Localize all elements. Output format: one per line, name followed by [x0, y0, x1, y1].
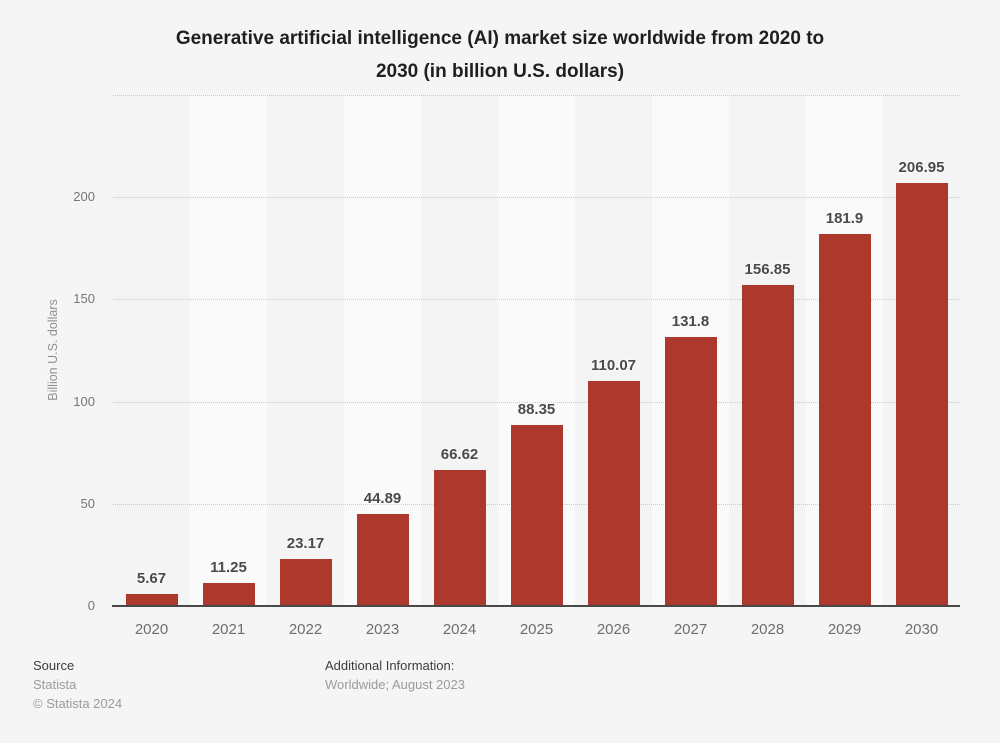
bar-2021 — [202, 583, 255, 606]
bar-2020 — [125, 594, 178, 606]
bar-2027 — [664, 336, 717, 606]
x-axis-label: 2026 — [596, 621, 631, 638]
x-axis-label: 2020 — [134, 621, 169, 638]
source-name: Statista — [33, 677, 77, 692]
footer-additional-block: Additional Information: Worldwide; Augus… — [325, 656, 465, 694]
bar-value-label: 5.67 — [136, 570, 167, 588]
y-axis-title: Billion U.S. dollars — [46, 299, 60, 401]
plot-area: 5.67 11.25 23.17 44.89 66.62 88.35 110.07 131.8… — [113, 95, 960, 606]
bar-value-label: 66.62 — [440, 445, 479, 463]
x-axis-label: 2025 — [519, 621, 554, 638]
x-axis-label: 2022 — [288, 621, 323, 638]
additional-info-text: Worldwide; August 2023 — [325, 677, 465, 692]
gridline — [113, 95, 960, 96]
gridline — [113, 401, 960, 403]
bar-2028 — [741, 285, 794, 606]
bar-value-label: 11.25 — [210, 559, 247, 577]
bar-2024 — [433, 469, 486, 606]
y-axis-tick-label: 100 — [73, 393, 95, 409]
source-heading: Source — [33, 658, 75, 673]
bar-value-label: 23.17 — [286, 534, 325, 552]
x-axis-label: 2030 — [904, 621, 939, 638]
x-axis-label: 2028 — [750, 621, 785, 638]
copyright-notice: © Statista 2024 — [33, 696, 123, 711]
bar-value-label: 156.85 — [744, 261, 791, 279]
y-axis-tick-label: 50 — [80, 495, 95, 511]
column-band — [190, 95, 267, 606]
x-axis-labels: 2020 2021 2022 2023 2024 2025 2026 2027 2028 2029… — [113, 621, 960, 638]
gridline — [113, 299, 960, 301]
chart-title-line-1: Generative artificial intelligence (AI) … — [175, 28, 825, 49]
x-axis-label: 2024 — [442, 621, 477, 638]
x-axis-label: 2029 — [827, 621, 862, 638]
bar-2025 — [510, 425, 563, 606]
x-axis-label: 2023 — [365, 621, 400, 638]
column-band — [113, 95, 190, 606]
y-axis-tick-label: 200 — [73, 189, 95, 205]
bar-2030 — [895, 183, 948, 606]
chart-title: Generative artificial intelligence (AI) … — [0, 22, 1000, 88]
bar-2029 — [818, 234, 871, 606]
bar-value-label: 88.35 — [517, 401, 556, 419]
footer-source-block: Source Statista © Statista 2024 — [33, 656, 122, 713]
y-axis-tick-label: 0 — [87, 598, 95, 613]
bar-value-label: 181.9 — [825, 210, 864, 228]
bar-2023 — [356, 514, 409, 606]
bar-2026 — [587, 381, 640, 606]
y-axis-tick-label: 150 — [73, 291, 95, 307]
x-axis-line — [112, 605, 960, 607]
bar-2022 — [279, 558, 332, 606]
x-axis-label: 2027 — [673, 621, 708, 638]
bar-value-label: 131.8 — [671, 312, 710, 330]
x-axis-label: 2021 — [211, 621, 246, 638]
column-band — [267, 95, 344, 606]
bar-value-label: 110.07 — [590, 357, 637, 375]
chart-title-line-2: 2030 (in billion U.S. dollars) — [375, 61, 625, 82]
bar-value-label: 206.95 — [898, 159, 945, 176]
bar-value-label: 44.89 — [363, 490, 402, 508]
gridline — [113, 197, 960, 199]
additional-info-heading: Additional Information: — [325, 658, 455, 673]
